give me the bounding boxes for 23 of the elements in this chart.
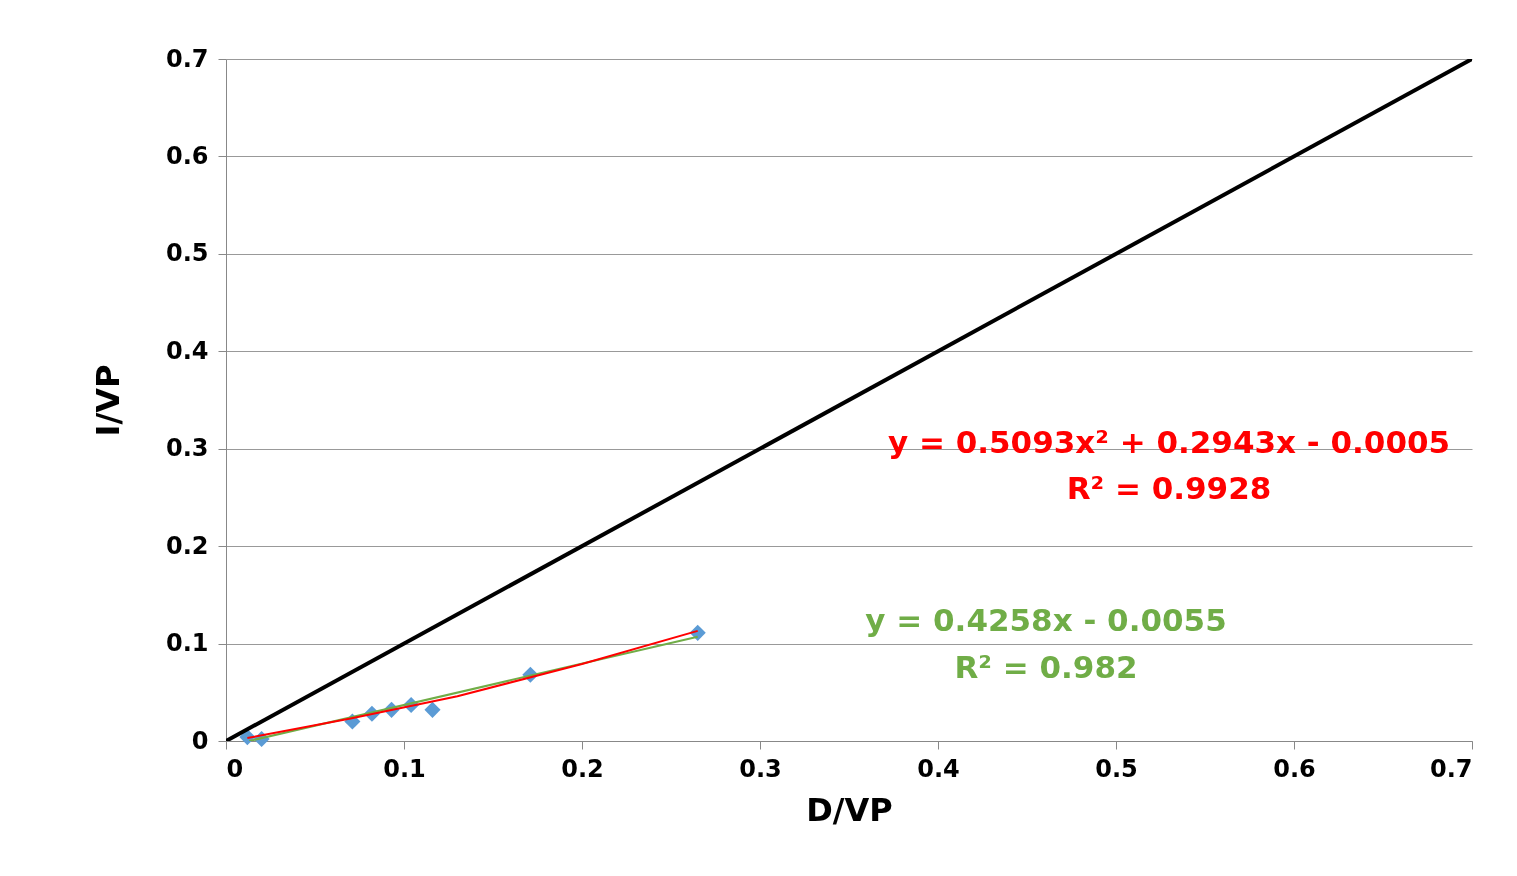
y-tick-label: 0.5 bbox=[165, 239, 209, 268]
annotation: R² = 0.9928 bbox=[1066, 470, 1272, 506]
y-tick-label: 0.7 bbox=[165, 44, 209, 73]
y-tick-label: 0.4 bbox=[165, 336, 209, 365]
annotation: y = 0.5093x² + 0.2943x - 0.0005 bbox=[887, 424, 1451, 460]
y-tick-label: 0.6 bbox=[165, 141, 209, 170]
y-tick-label: 0.3 bbox=[165, 434, 209, 463]
y-tick-label: 0.2 bbox=[165, 531, 209, 560]
x-tick-label: 0.3 bbox=[739, 754, 782, 783]
x-tick-label: 0.1 bbox=[383, 754, 426, 783]
y-tick-label: 0 bbox=[191, 726, 209, 755]
x-tick-label: 0.7 bbox=[1429, 754, 1473, 783]
point bbox=[424, 701, 441, 718]
annotation: y = 0.4258x - 0.0055 bbox=[865, 602, 1227, 638]
x-tick-label: 0 bbox=[226, 754, 244, 783]
x-axis-title: D/VP bbox=[806, 790, 893, 829]
y-tick-label: 0.1 bbox=[165, 629, 209, 658]
annotation: R² = 0.982 bbox=[954, 649, 1138, 685]
x-tick-label: 0.5 bbox=[1095, 754, 1138, 783]
x-tick-label: 0.2 bbox=[561, 754, 604, 783]
x-tick-label: 0.4 bbox=[917, 754, 960, 783]
x-tick-label: 0.6 bbox=[1273, 754, 1316, 783]
y-axis-title: I/VP bbox=[88, 364, 127, 437]
